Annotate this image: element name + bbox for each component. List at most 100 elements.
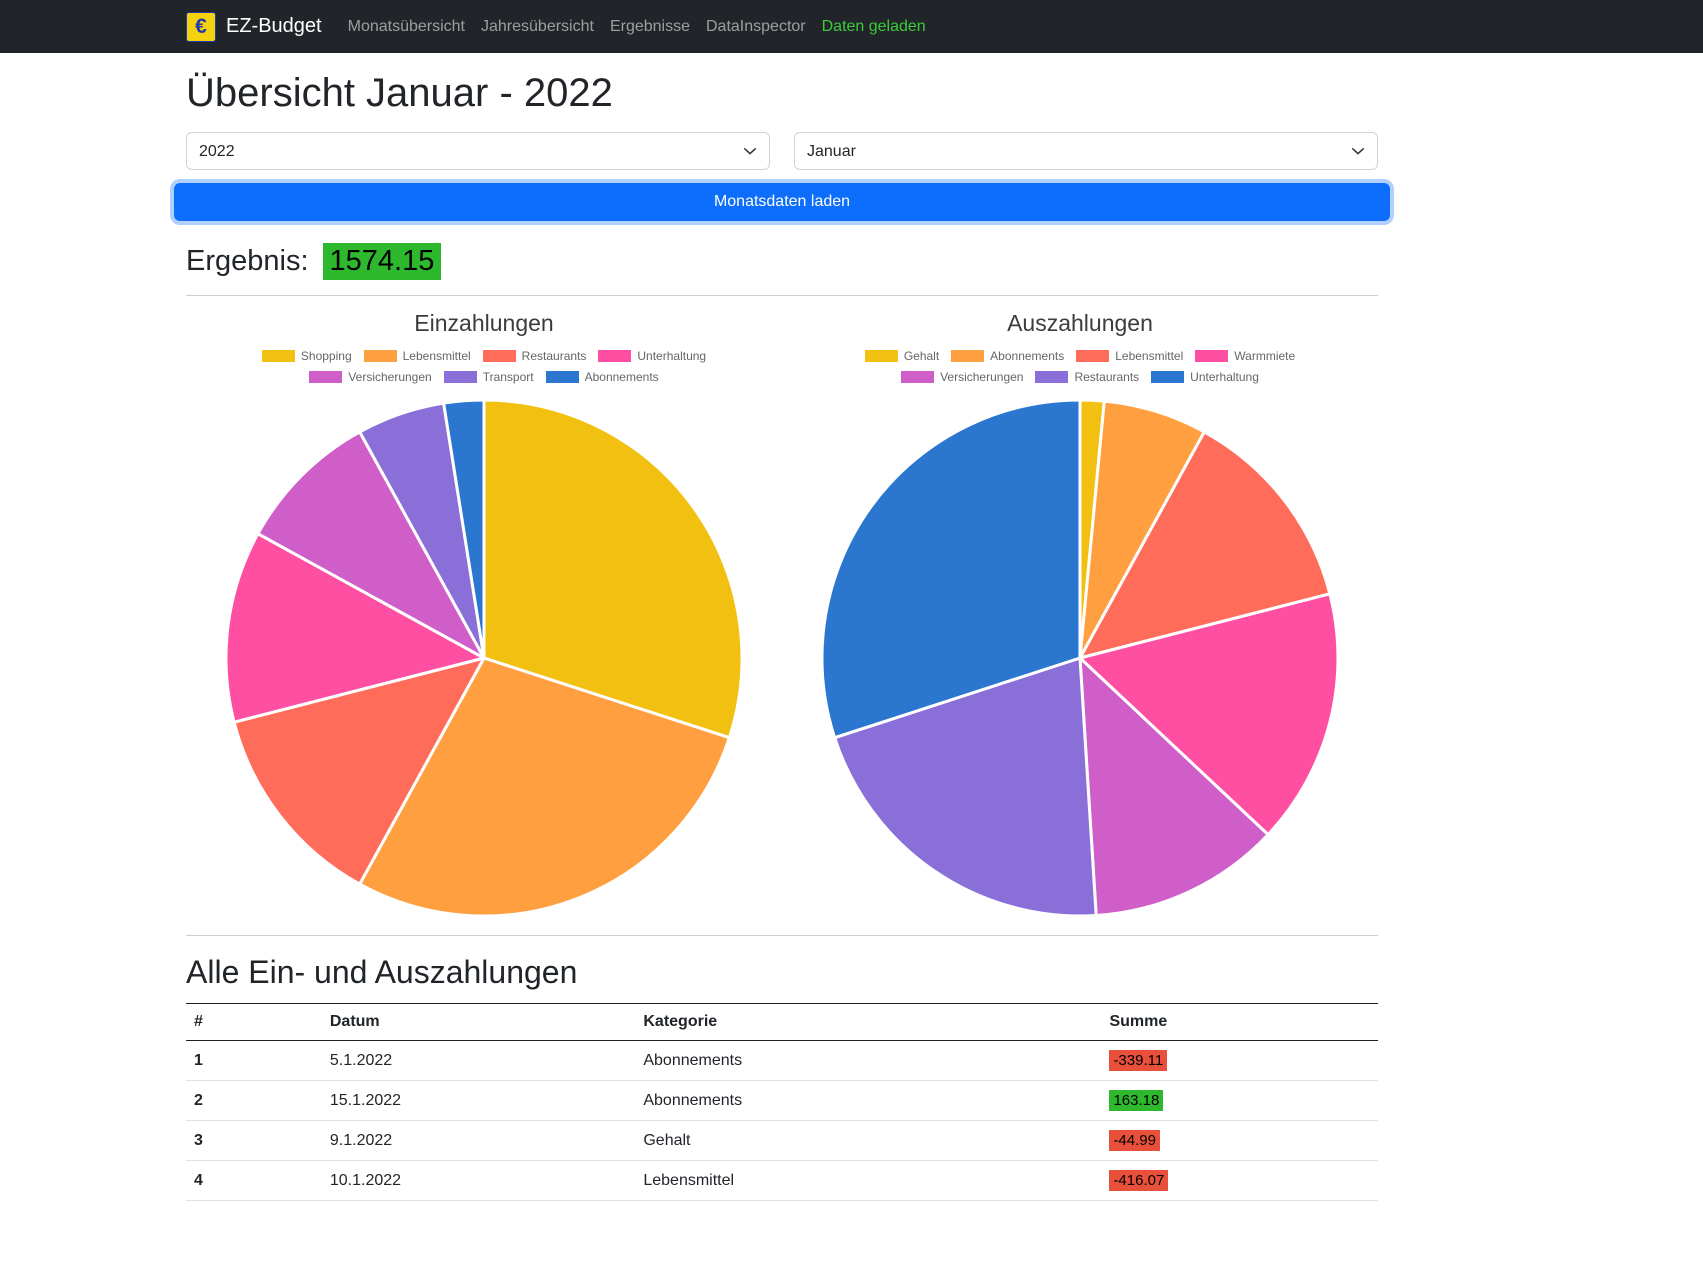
cell-summe: -416.07 — [1101, 1160, 1378, 1201]
pie-slice-lebensmittel[interactable] — [358, 656, 731, 918]
cell-summe: -44.99 — [1101, 1120, 1378, 1161]
legend-label: Versicherungen — [348, 370, 432, 384]
month-select-wrap: Januar — [794, 132, 1378, 170]
pie-slice-versicherungen[interactable] — [1078, 656, 1270, 917]
legend-item-gehalt[interactable]: Gehalt — [864, 349, 940, 363]
cell-num: 4 — [186, 1160, 322, 1201]
legend-item-unterhaltung[interactable]: Unterhaltung — [1151, 370, 1259, 384]
legend-item-restaurants[interactable]: Restaurants — [482, 349, 587, 363]
table-header: # Datum Kategorie Summe — [186, 1003, 1378, 1041]
month-select[interactable]: Januar — [794, 132, 1378, 170]
chart-legend-auszahlungen: Gehalt Abonnements Lebensmittel Warmmiete Ve… — [864, 349, 1295, 384]
nav-link-ergebnisse[interactable]: Ergebnisse — [609, 17, 690, 35]
legend-row: Gehalt Abonnements Lebensmittel Warmmiete — [864, 349, 1295, 363]
column-header-num: # — [186, 1003, 322, 1041]
legend-label: Unterhaltung — [637, 349, 707, 363]
column-header-summe: Summe — [1101, 1003, 1378, 1041]
legend-item-abonnements[interactable]: Abonnements — [951, 349, 1064, 363]
transactions-title: Alle Ein- und Auszahlungen — [186, 954, 578, 990]
legend-item-warmmiete[interactable]: Warmmiete — [1195, 349, 1295, 363]
pie-slice-restaurants[interactable] — [833, 656, 1098, 918]
legend-item-unterhaltung[interactable]: Unterhaltung — [598, 349, 706, 363]
cell-datum: 9.1.2022 — [321, 1120, 636, 1161]
legend-item-versicherungen[interactable]: Versicherungen — [901, 370, 1023, 384]
divider — [186, 935, 1378, 936]
pie-slice-warmmiete[interactable] — [1078, 592, 1340, 837]
cell-num: 1 — [186, 1040, 322, 1081]
result-label: Ergebnis: — [186, 245, 309, 277]
nav-link-monatsuebersicht[interactable]: Monatsübersicht — [347, 17, 465, 35]
table-row: 2 15.1.2022 Abonnements 163.18 — [186, 1080, 1378, 1121]
selects-row: 2022 Januar — [186, 132, 1378, 170]
load-month-data-button[interactable]: Monatsdaten laden — [174, 183, 1390, 221]
legend-swatch — [309, 371, 343, 383]
year-select[interactable]: 2022 — [186, 132, 770, 170]
pie-slice-unterhaltung[interactable] — [224, 532, 486, 724]
legend-swatch — [482, 350, 516, 362]
pie-slice-restaurants[interactable] — [232, 656, 486, 886]
legend-item-lebensmittel[interactable]: Lebensmittel — [1076, 349, 1183, 363]
legend-swatch — [951, 350, 985, 362]
pie-slice-abonnements[interactable] — [442, 398, 486, 660]
legend-label: Versicherungen — [940, 370, 1024, 384]
cell-datum: 10.1.2022 — [321, 1160, 636, 1201]
legend-item-shopping[interactable]: Shopping — [261, 349, 352, 363]
column-header-datum: Datum — [321, 1003, 636, 1041]
pie-slice-versicherungen[interactable] — [256, 430, 486, 660]
charts-row: Einzahlungen Shopping Lebensmittel Restaur… — [186, 296, 1378, 920]
nav-link-jahresuebersicht[interactable]: Jahresübersicht — [481, 17, 594, 35]
brand-link[interactable]: € EZ-Budget — [186, 11, 322, 42]
cell-datum: 15.1.2022 — [321, 1080, 636, 1121]
legend-swatch — [864, 350, 898, 362]
legend-swatch — [598, 350, 632, 362]
amount-badge: -339.11 — [1109, 1050, 1168, 1071]
legend-item-versicherungen[interactable]: Versicherungen — [309, 370, 432, 384]
transactions-body: 1 5.1.2022 Abonnements -339.11 2 15.1.2022 Abo… — [186, 1040, 1378, 1201]
pie-slice-lebensmittel[interactable] — [1078, 430, 1332, 660]
legend-swatch — [1076, 350, 1110, 362]
chart-auszahlungen: Auszahlungen Gehalt Abonnements Lebensmitt… — [782, 296, 1378, 920]
cell-kategorie: Lebensmittel — [635, 1160, 1102, 1201]
pie-slice-unterhaltung[interactable] — [820, 398, 1082, 740]
legend-row: Shopping Lebensmittel Restaurants Unterhalt… — [261, 349, 706, 363]
legend-label: Gehalt — [903, 349, 940, 363]
cell-num: 3 — [186, 1120, 322, 1161]
legend-label: Lebensmittel — [1115, 349, 1184, 363]
brand-label: EZ-Budget — [226, 15, 322, 37]
divider — [186, 295, 1378, 296]
legend-swatch — [363, 350, 397, 362]
data-loaded-status: Daten geladen — [821, 17, 926, 35]
amount-badge: 163.18 — [1109, 1090, 1164, 1111]
legend-item-transport[interactable]: Transport — [443, 370, 534, 384]
result-value-badge: 1574.15 — [322, 243, 442, 280]
legend-label: Abonnements — [990, 349, 1065, 363]
legend-label: Lebensmittel — [402, 349, 471, 363]
pie-chart-einzahlungen[interactable] — [222, 396, 746, 920]
legend-swatch — [1151, 371, 1185, 383]
chart-title-einzahlungen: Einzahlungen — [414, 310, 554, 336]
legend-label: Unterhaltung — [1190, 370, 1259, 384]
legend-item-restaurants[interactable]: Restaurants — [1035, 370, 1139, 384]
legend-item-abonnements[interactable]: Abonnements — [545, 370, 659, 384]
column-header-kategorie: Kategorie — [635, 1003, 1102, 1041]
legend-row: Versicherungen Transport Abonnements — [262, 370, 706, 384]
chart-title-auszahlungen: Auszahlungen — [1007, 310, 1153, 336]
chart-legend-einzahlungen: Shopping Lebensmittel Restaurants Unterhalt… — [261, 349, 706, 384]
table-row: 4 10.1.2022 Lebensmittel -416.07 — [186, 1160, 1378, 1201]
legend-row: Versicherungen Restaurants Unterhaltung — [865, 370, 1295, 384]
button-row: Monatsdaten laden — [174, 183, 1390, 221]
main-container: Übersicht Januar - 2022 2022 Januar Mona… — [174, 71, 1390, 1201]
amount-badge: -416.07 — [1109, 1170, 1169, 1191]
legend-swatch — [545, 371, 579, 383]
page-title: Übersicht Januar - 2022 — [186, 71, 613, 115]
cell-kategorie: Abonnements — [635, 1080, 1102, 1121]
pie-slice-shopping[interactable] — [482, 398, 744, 740]
legend-item-lebensmittel[interactable]: Lebensmittel — [363, 349, 471, 363]
chart-einzahlungen: Einzahlungen Shopping Lebensmittel Restaur… — [186, 296, 782, 920]
legend-swatch — [1035, 371, 1069, 383]
amount-badge: -44.99 — [1109, 1130, 1160, 1151]
legend-label: Restaurants — [521, 349, 587, 363]
legend-label: Shopping — [300, 349, 352, 363]
pie-chart-auszahlungen[interactable] — [818, 396, 1342, 920]
nav-link-datainspector[interactable]: DataInspector — [706, 17, 806, 35]
